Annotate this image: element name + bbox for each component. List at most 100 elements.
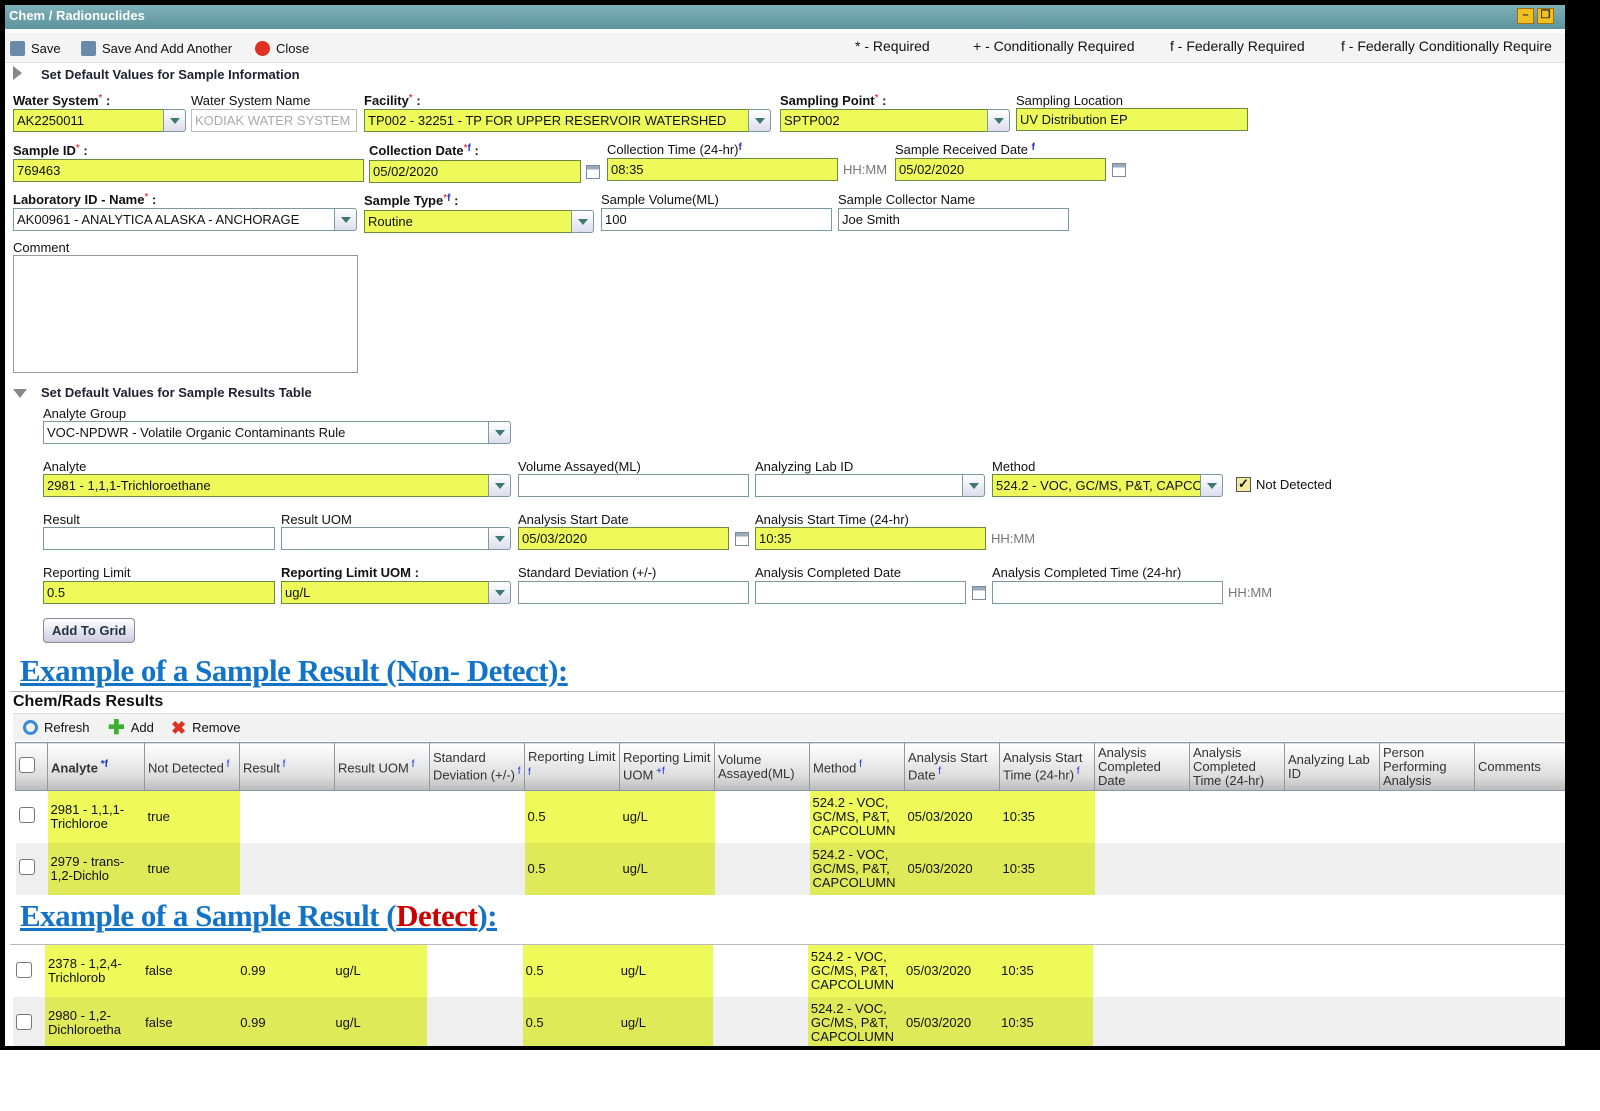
row-select[interactable] (13, 997, 46, 1046)
comment-textarea[interactable] (13, 255, 358, 373)
minimize-button[interactable]: – (1517, 8, 1534, 24)
analyte-group-input[interactable]: VOC-NPDWR - Volatile Organic Contaminant… (43, 421, 489, 444)
reporting-limit-uom-dropdown[interactable] (488, 581, 511, 604)
table-row[interactable]: 2980 - 1,2-Dichloroetha false 0.99 ug/L 0.5 u… (13, 997, 1565, 1046)
lab-id-dropdown[interactable] (334, 208, 357, 231)
start-time-input[interactable]: 10:35 (755, 527, 986, 550)
column-header[interactable]: Person Performing Analysis (1379, 742, 1475, 791)
sample-volume-input[interactable]: 100 (601, 208, 832, 231)
column-header[interactable]: Analysis Completed Date (1094, 742, 1190, 791)
column-header[interactable]: Analyte *f (47, 742, 145, 791)
close-button[interactable]: Close (255, 41, 309, 56)
completed-date-label: Analysis Completed Date (755, 565, 901, 580)
result-input[interactable] (43, 527, 275, 550)
row-checkbox[interactable] (18, 859, 35, 875)
collection-time-input[interactable]: 08:35 (607, 158, 838, 181)
column-header[interactable]: Result f (239, 742, 335, 791)
calendar-icon[interactable] (586, 165, 600, 179)
select-all-checkbox[interactable] (19, 757, 35, 773)
sample-type-dropdown[interactable] (571, 210, 594, 233)
row-checkbox[interactable] (18, 807, 35, 824)
row-select[interactable] (15, 842, 48, 895)
sample-id-input[interactable]: 769463 (13, 159, 364, 182)
column-header[interactable]: Analysis Start Time (24-hr) f (999, 742, 1095, 791)
sample-type-input[interactable]: Routine (364, 210, 572, 233)
table-row[interactable]: 2378 - 1,2,4-Trichlorob false 0.99 ug/L 0.5 u… (13, 945, 1565, 997)
requirement-marker: f (223, 758, 230, 770)
sampling-location-input[interactable]: UV Distribution EP (1016, 108, 1248, 131)
volume-assayed-input[interactable] (518, 474, 749, 497)
collection-date-input[interactable]: 05/02/2020 (369, 160, 581, 183)
column-header[interactable]: Reporting Limit f (524, 742, 620, 791)
save-button[interactable]: Save (10, 41, 61, 56)
sampling-point-dropdown[interactable] (987, 109, 1010, 132)
section-sample-results[interactable]: Set Default Values for Sample Results Ta… (41, 385, 312, 400)
calendar-icon[interactable] (972, 586, 986, 600)
analyte-dropdown[interactable] (488, 474, 511, 497)
divider (10, 944, 1565, 945)
lab-id-input[interactable]: AK00961 - ANALYTICA ALASKA - ANCHORAGE (13, 208, 335, 231)
method-input[interactable]: 524.2 - VOC, GC/MS, P&T, CAPCOLUMN (992, 474, 1201, 497)
row-select[interactable] (16, 791, 48, 843)
table-row[interactable]: 2981 - 1,1,1-Trichloroe true 0.5 ug/L 524.2 … (16, 790, 1566, 843)
analyzing-lab-input[interactable] (755, 474, 963, 497)
column-header-label: Not Detected (148, 760, 224, 776)
water-system-dropdown[interactable] (163, 109, 186, 132)
column-header[interactable]: Not Detected f (144, 742, 240, 791)
row-select[interactable] (13, 945, 45, 997)
analyte-input[interactable]: 2981 - 1,1,1-Trichloroethane (43, 474, 489, 497)
sample-id-label: Sample ID* : (13, 143, 88, 158)
column-header[interactable]: Analysis Completed Time (24-hr) (1189, 742, 1285, 791)
reporting-limit-input[interactable]: 0.5 (43, 581, 275, 604)
column-header[interactable]: Result UOM f (334, 742, 430, 791)
table-row[interactable]: 2979 - trans-1,2-Dichlo true 0.5 ug/L 524.2 … (15, 842, 1565, 895)
toolbar: Save Save And Add Another Close * - Requ… (5, 33, 1565, 63)
column-header[interactable]: Reporting Limit UOM +f (619, 742, 715, 791)
reporting-limit-uom-input[interactable]: ug/L (281, 581, 489, 604)
result-uom-input[interactable] (281, 527, 489, 550)
completed-date-input[interactable] (755, 581, 966, 604)
header-select[interactable] (15, 742, 48, 791)
analyte-group-dropdown[interactable] (488, 421, 511, 444)
refresh-button[interactable]: Refresh (23, 720, 90, 735)
facility-dropdown[interactable] (748, 109, 771, 132)
calendar-icon[interactable] (1112, 163, 1126, 177)
calendar-icon[interactable] (735, 532, 749, 546)
facility-input[interactable]: TP002 - 32251 - TP FOR UPPER RESERVOIR W… (364, 109, 749, 132)
method-dropdown[interactable] (1200, 474, 1223, 497)
sample-received-date-input[interactable]: 05/02/2020 (895, 158, 1106, 181)
std-dev-input[interactable] (518, 581, 749, 604)
sampling-point-input[interactable]: SPTP002 (780, 109, 988, 132)
result-uom-dropdown[interactable] (488, 527, 511, 550)
save-icon (10, 41, 25, 56)
add-to-grid-button[interactable]: Add To Grid (43, 618, 136, 643)
expand-icon[interactable] (13, 66, 22, 80)
column-header[interactable]: Standard Deviation (+/-) f (429, 742, 525, 791)
collector-input[interactable]: Joe Smith (838, 208, 1069, 231)
analyte-group-label: Analyte Group (43, 406, 127, 421)
section-sample-info[interactable]: Set Default Values for Sample Informatio… (41, 67, 300, 82)
column-header-label: Analysis Start Time (24-hr) (1003, 749, 1083, 783)
column-header[interactable]: Analyzing Lab ID (1284, 742, 1380, 791)
table-cell: 0.5 (524, 842, 620, 895)
table-cell (1284, 842, 1380, 895)
column-header[interactable]: Volume Assayed(ML) (714, 742, 810, 791)
analyzing-lab-dropdown[interactable] (962, 474, 985, 497)
table-cell (240, 791, 335, 843)
column-header[interactable]: Method f (809, 742, 905, 791)
collapse-icon[interactable] (13, 389, 27, 398)
save-add-button[interactable]: Save And Add Another (81, 41, 232, 56)
volume-assayed-label: Volume Assayed(ML) (518, 459, 641, 474)
facility-label: Facility* : (364, 93, 421, 108)
not-detected-checkbox[interactable]: ✓ (1236, 477, 1251, 492)
row-checkbox[interactable] (16, 961, 32, 978)
restore-button[interactable]: ❐ (1537, 8, 1554, 24)
column-header[interactable]: Comments (1474, 742, 1565, 791)
column-header[interactable]: Analysis Start Date f (904, 742, 1000, 791)
water-system-input[interactable]: AK2250011 (13, 109, 164, 132)
add-button[interactable]: ✚ Add (108, 718, 154, 738)
start-date-input[interactable]: 05/03/2020 (518, 527, 729, 550)
row-checkbox[interactable] (16, 1013, 32, 1030)
completed-time-input[interactable] (992, 581, 1223, 604)
remove-button[interactable]: ✖ Remove (171, 719, 241, 737)
